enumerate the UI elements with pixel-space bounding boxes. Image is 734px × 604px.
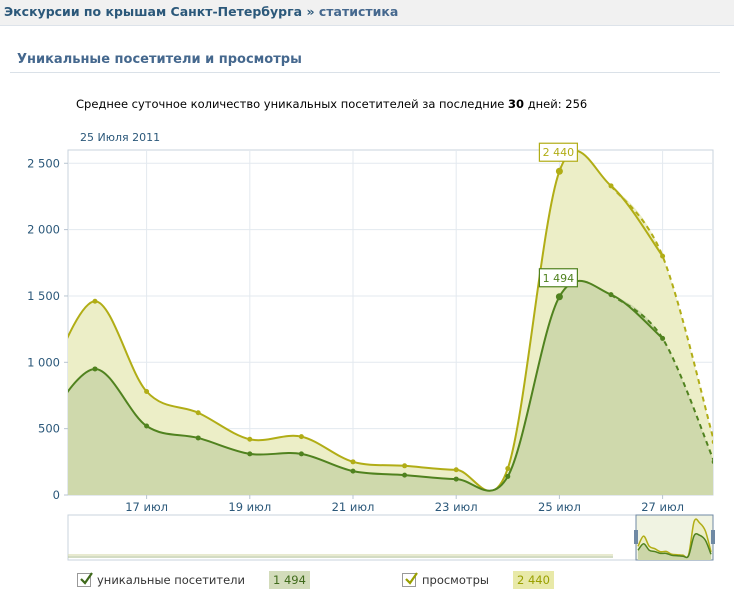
summary-value: 256 — [565, 97, 588, 111]
breadcrumb-current: статистика — [318, 4, 399, 19]
x-tick-label: 17 июл — [125, 500, 168, 514]
y-tick-label: 1 000 — [27, 355, 60, 369]
legend-unique-visitors[interactable]: уникальные посетители 1 494 — [77, 568, 310, 592]
overview-line-unique — [637, 533, 712, 559]
data-point-views[interactable] — [453, 467, 459, 473]
data-point-unique[interactable] — [144, 423, 150, 429]
series-line-tail-unique — [610, 293, 713, 462]
x-tick-label: 19 июл — [228, 500, 271, 514]
data-point-views[interactable] — [660, 253, 666, 259]
data-point-views[interactable] — [195, 410, 201, 416]
y-tick-label: 1 500 — [27, 289, 60, 303]
data-point-unique[interactable] — [608, 292, 614, 298]
chart-date-label: 25 Июля 2011 — [80, 131, 161, 144]
data-point-unique[interactable] — [195, 435, 201, 441]
series-area-unique — [68, 281, 713, 495]
y-tick-label: 0 — [53, 488, 60, 502]
legend-views-value: 2 440 — [512, 571, 554, 589]
data-point-unique[interactable] — [505, 473, 511, 479]
section-divider — [10, 72, 720, 73]
summary-text: Среднее суточное количество уникальных п… — [76, 97, 587, 111]
data-point-unique[interactable] — [350, 468, 356, 474]
data-point-views[interactable] — [402, 463, 408, 469]
data-point-views[interactable] — [555, 167, 563, 175]
overview-line-views — [637, 518, 712, 559]
overview-handle-right[interactable] — [711, 530, 715, 544]
data-point-unique[interactable] — [247, 451, 253, 457]
data-point-views[interactable] — [247, 436, 253, 442]
summary-days: 30 — [508, 97, 525, 111]
data-point-views[interactable] — [350, 459, 356, 465]
y-tick-label: 2 500 — [27, 156, 60, 170]
data-point-views[interactable] — [711, 439, 717, 445]
checkmark-icon — [405, 572, 418, 585]
tooltip-box — [538, 268, 579, 288]
data-point-unique[interactable] — [711, 459, 717, 465]
legend-views[interactable]: просмотры 2 440 — [402, 568, 554, 592]
overview-handle-left[interactable] — [634, 530, 638, 544]
legend-unique-label: уникальные посетители — [97, 573, 245, 587]
breadcrumb: Экскурсии по крышам Санкт-Петербурга » с… — [0, 0, 734, 26]
data-point-unique[interactable] — [402, 472, 408, 478]
y-tick-label: 500 — [38, 422, 60, 436]
data-point-views[interactable] — [298, 434, 304, 440]
legend-views-label: просмотры — [422, 573, 489, 587]
legend-views-checkbox[interactable] — [402, 572, 418, 587]
tooltip-box — [538, 142, 579, 162]
x-tick-label: 23 июл — [435, 500, 478, 514]
x-tick-label: 27 июл — [641, 500, 684, 514]
summary-suffix: дней: — [527, 97, 562, 111]
data-point-unique[interactable] — [660, 335, 666, 341]
data-point-unique[interactable] — [555, 293, 563, 301]
checkmark-icon — [80, 572, 93, 585]
series-line-views — [68, 150, 664, 492]
legend-unique-value: 1 494 — [268, 571, 310, 589]
data-point-unique[interactable] — [92, 366, 98, 372]
breadcrumb-separator: » — [306, 4, 315, 19]
legend-unique-checkbox[interactable] — [77, 572, 93, 587]
series-group — [68, 150, 717, 495]
y-tick-label: 2 000 — [27, 223, 60, 237]
x-tick-label: 21 июл — [332, 500, 375, 514]
summary-prefix: Среднее суточное количество уникальных п… — [76, 97, 505, 111]
data-point-unique[interactable] — [298, 451, 304, 457]
data-point-views[interactable] — [608, 183, 614, 189]
data-point-views[interactable] — [92, 298, 98, 304]
tooltip-label: 2 440 — [543, 146, 575, 159]
section-title: Уникальные посетители и просмотры — [17, 52, 302, 67]
data-point-views[interactable] — [505, 465, 511, 471]
series-line-tail-views — [610, 185, 713, 442]
breadcrumb-group-link[interactable]: Экскурсии по крышам Санкт-Петербурга — [4, 4, 303, 19]
tooltip-label: 1 494 — [543, 272, 575, 285]
x-tick-label: 25 июл — [538, 500, 581, 514]
overview-strip[interactable] — [67, 514, 714, 561]
data-point-unique[interactable] — [453, 476, 459, 482]
data-point-views[interactable] — [144, 389, 150, 394]
chart[interactable]: 0 500 1 000 1 500 2 000 2 500 17 июл 19 июл 21 и… — [0, 140, 734, 565]
